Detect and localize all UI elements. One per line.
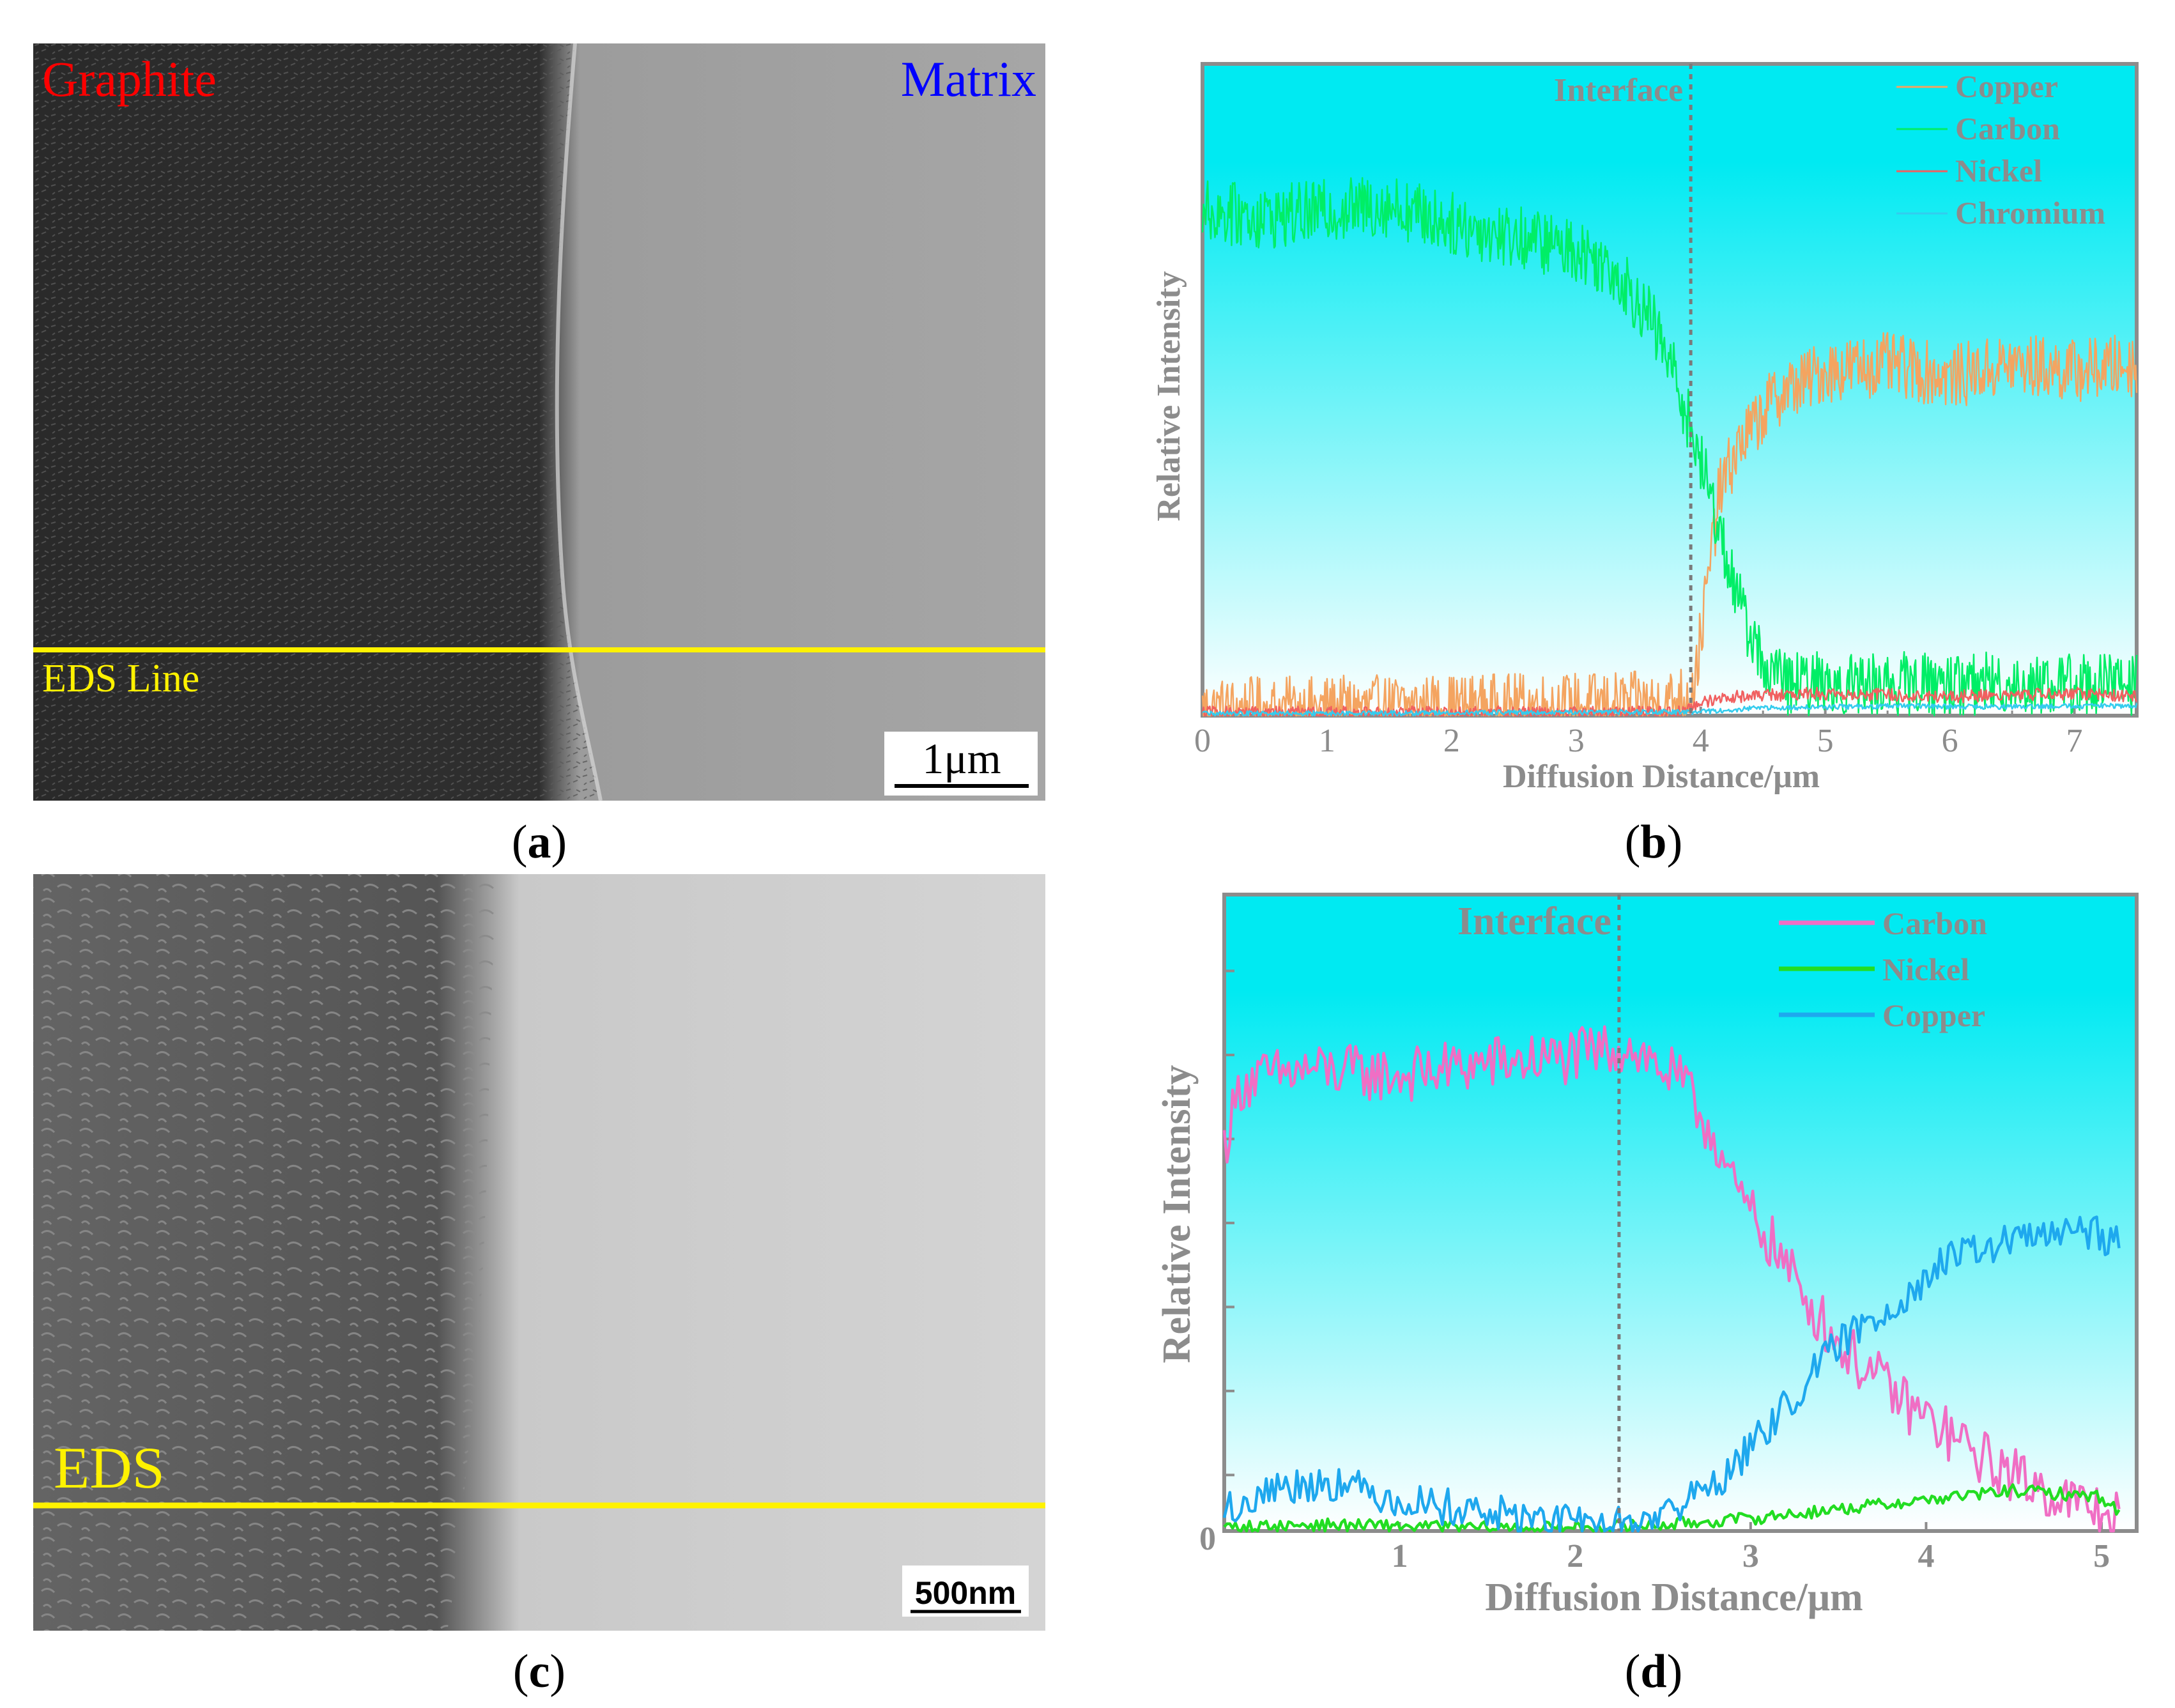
chart-b-legend: Copper Carbon Nickel Chromium <box>1896 68 2105 231</box>
caption-b: (b) <box>1625 816 1682 868</box>
series-line-copper <box>1222 1215 2121 1533</box>
legend-label-carbon: Carbon <box>1955 111 2060 146</box>
chart-d-y-label: Relative Intensity <box>1155 1065 1199 1364</box>
series-line-carbon <box>1222 1025 2121 1533</box>
chart-b-lines <box>1201 177 2138 717</box>
legend-label-nickel: Nickel <box>1955 153 2042 188</box>
chart-d-lines <box>1222 1025 2121 1533</box>
chart-d-ticks: 1 2 3 4 5 <box>1224 969 2110 1574</box>
eds-line-label-a: EDS Line <box>42 657 199 700</box>
legend-label-copper: Copper <box>1955 68 2058 104</box>
chart-b-interface-label: Interface <box>1554 72 1683 109</box>
caption-c: (c) <box>513 1645 565 1698</box>
matrix-label: Matrix <box>901 51 1036 107</box>
x-tick-label: 2 <box>1443 723 1460 759</box>
legend-label-copper: Copper <box>1882 997 1985 1033</box>
sem-interface-edge-a <box>555 43 603 801</box>
sem-graphite-texture-c <box>33 874 498 1631</box>
x-tick-label: 4 <box>1693 723 1709 759</box>
sem-graphite-texture-a <box>33 43 601 801</box>
caption-d: (d) <box>1625 1645 1682 1698</box>
x-tick-label: 0 <box>1194 723 1211 759</box>
x-tick-label: 6 <box>1942 723 1958 759</box>
caption-a: (a) <box>512 816 567 868</box>
chart-d-plot-area <box>1222 893 2139 1533</box>
scale-bar-label-c: 500nm <box>915 1575 1016 1611</box>
graphite-label: Graphite <box>42 51 217 107</box>
panel-a: Graphite Matrix EDS Line 1μm (a) <box>33 43 1045 868</box>
chart-b-y-label: Relative Intensity <box>1151 271 1187 521</box>
series-line-nickel <box>1223 1483 2121 1533</box>
series-line-carbon <box>1201 177 2138 717</box>
eds-line-label-c: EDS <box>54 1435 165 1500</box>
x-tick-label: 3 <box>1742 1538 1759 1574</box>
x-tick-label: 4 <box>1918 1538 1934 1574</box>
chart-b-ticks: 0 1 2 3 4 5 6 7 <box>1194 707 2083 759</box>
legend-label-chromium: Chromium <box>1955 195 2105 231</box>
chart-d-x-label: Diffusion Distance/μm <box>1485 1576 1863 1619</box>
series-line-nickel <box>1201 686 2138 717</box>
scale-bar-box-c <box>902 1566 1029 1617</box>
chart-d-legend: Carbon Nickel Copper <box>1779 905 1987 1033</box>
series-line-chromium <box>1203 702 2138 717</box>
legend-label-carbon: Carbon <box>1882 905 1987 941</box>
x-tick-label: 5 <box>2093 1538 2110 1574</box>
series-line-copper <box>1201 332 2138 717</box>
x-tick-label: 7 <box>2066 723 2083 759</box>
chart-d-y-origin-label: 0 <box>1199 1521 1216 1557</box>
x-tick-label: 1 <box>1319 723 1335 759</box>
x-tick-label: 1 <box>1392 1538 1408 1574</box>
chart-b-x-label: Diffusion Distance/μm <box>1503 758 1820 795</box>
x-tick-label: 2 <box>1567 1538 1583 1574</box>
chart-d-interface-label: Interface <box>1457 900 1611 943</box>
scale-bar-label-a: 1μm <box>922 734 1001 783</box>
legend-label-nickel: Nickel <box>1882 951 1969 987</box>
panel-c: EDS 500nm (c) <box>33 874 1045 1698</box>
x-tick-label: 5 <box>1817 723 1834 759</box>
panel-d: 1 2 3 4 5 Interface 0 Relative Intensity Dif… <box>1155 893 2139 1698</box>
panel-b: 0 1 2 3 4 5 6 7 Interface Relative Intensity Di… <box>1151 62 2139 868</box>
x-tick-label: 3 <box>1568 723 1585 759</box>
